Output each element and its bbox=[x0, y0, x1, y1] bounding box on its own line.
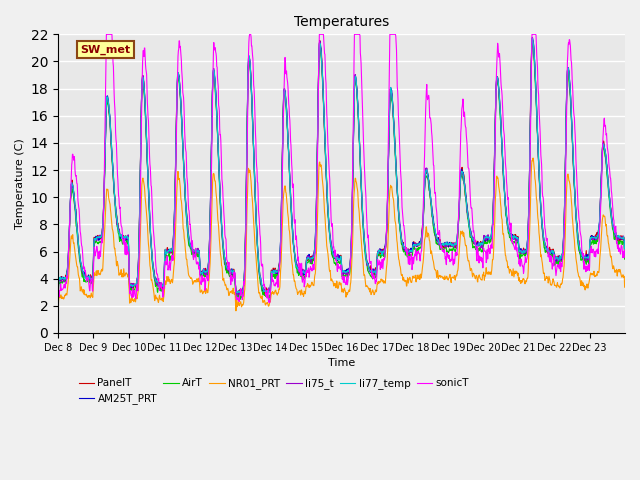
AM25T_PRT bbox=[621, 251, 628, 257]
li77_temp bbox=[54, 312, 62, 318]
NR01_PRT bbox=[143, 211, 150, 217]
Y-axis label: Temperature (C): Temperature (C) bbox=[15, 138, 25, 229]
AM25T_PRT bbox=[326, 235, 334, 241]
li77_temp bbox=[529, 36, 536, 41]
PanelT bbox=[621, 252, 628, 257]
PanelT bbox=[54, 310, 62, 315]
li75_t bbox=[54, 312, 62, 317]
PanelT bbox=[327, 239, 335, 245]
Legend: PanelT, AM25T_PRT, AirT, NR01_PRT, li75_t, li77_temp, sonicT: PanelT, AM25T_PRT, AirT, NR01_PRT, li75_… bbox=[75, 374, 473, 408]
Line: sonicT: sonicT bbox=[58, 35, 625, 323]
li77_temp bbox=[621, 251, 628, 256]
Line: li75_t: li75_t bbox=[58, 37, 625, 314]
Line: AM25T_PRT: AM25T_PRT bbox=[58, 37, 625, 315]
AirT bbox=[54, 314, 62, 320]
li75_t bbox=[326, 236, 334, 242]
AirT bbox=[316, 44, 324, 50]
NR01_PRT bbox=[316, 159, 324, 165]
Line: li77_temp: li77_temp bbox=[58, 38, 625, 315]
AM25T_PRT bbox=[54, 312, 62, 318]
PanelT bbox=[614, 233, 621, 239]
NR01_PRT bbox=[614, 270, 621, 276]
AirT bbox=[529, 38, 536, 44]
sonicT bbox=[54, 320, 62, 326]
Line: AirT: AirT bbox=[58, 41, 625, 317]
li75_t bbox=[621, 252, 628, 257]
Text: SW_met: SW_met bbox=[81, 44, 131, 55]
li75_t bbox=[475, 240, 483, 245]
sonicT bbox=[621, 247, 628, 253]
PanelT bbox=[316, 39, 324, 45]
PanelT bbox=[316, 37, 324, 43]
NR01_PRT bbox=[529, 155, 537, 161]
li77_temp bbox=[326, 238, 334, 244]
AirT bbox=[621, 256, 628, 262]
NR01_PRT bbox=[621, 284, 628, 290]
PanelT bbox=[143, 138, 150, 144]
AM25T_PRT bbox=[475, 242, 483, 248]
li77_temp bbox=[143, 138, 150, 144]
Title: Temperatures: Temperatures bbox=[294, 15, 389, 29]
sonicT bbox=[476, 260, 483, 266]
li77_temp bbox=[475, 241, 483, 247]
AirT bbox=[326, 241, 334, 247]
li75_t bbox=[614, 236, 621, 241]
AirT bbox=[475, 246, 483, 252]
NR01_PRT bbox=[54, 319, 62, 325]
sonicT bbox=[559, 261, 566, 266]
Line: PanelT: PanelT bbox=[58, 40, 625, 312]
li75_t bbox=[529, 35, 536, 40]
X-axis label: Time: Time bbox=[328, 358, 355, 368]
sonicT bbox=[614, 246, 621, 252]
li75_t bbox=[143, 136, 150, 142]
sonicT bbox=[143, 85, 151, 91]
li75_t bbox=[316, 38, 324, 44]
PanelT bbox=[559, 252, 566, 257]
NR01_PRT bbox=[559, 280, 566, 286]
NR01_PRT bbox=[326, 270, 334, 276]
AirT bbox=[559, 257, 566, 263]
Line: NR01_PRT: NR01_PRT bbox=[58, 158, 625, 322]
NR01_PRT bbox=[475, 274, 483, 279]
AM25T_PRT bbox=[614, 234, 621, 240]
AM25T_PRT bbox=[316, 38, 324, 44]
AirT bbox=[143, 141, 150, 147]
PanelT bbox=[476, 240, 483, 246]
AirT bbox=[614, 238, 621, 244]
li77_temp bbox=[614, 234, 621, 240]
sonicT bbox=[327, 206, 335, 212]
li77_temp bbox=[316, 40, 324, 46]
AM25T_PRT bbox=[529, 35, 536, 40]
li77_temp bbox=[559, 252, 566, 258]
sonicT bbox=[102, 32, 110, 37]
AM25T_PRT bbox=[559, 252, 566, 258]
AM25T_PRT bbox=[143, 140, 150, 145]
li75_t bbox=[559, 253, 566, 259]
sonicT bbox=[316, 32, 324, 37]
